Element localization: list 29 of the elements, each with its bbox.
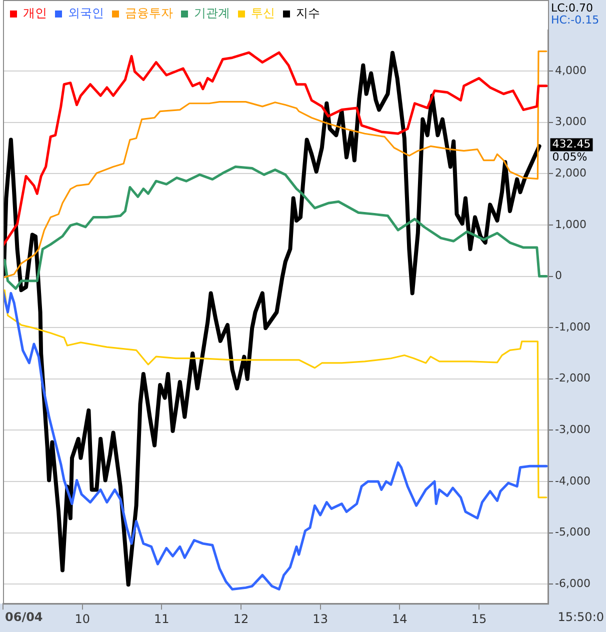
y-tick-label: -6,000 [555,576,590,590]
y-tick-label: -3,000 [555,423,590,436]
text: HC:-0.15 [551,13,600,26]
x-tick-label: 12 [233,612,249,626]
y-tick-label: 4,000 [555,64,586,77]
x-tick-label: 14 [392,612,408,626]
legend-label: 외국인 [68,6,104,20]
annotation: 432.45 [552,138,591,151]
legend-label: 지수 [296,6,320,20]
text: 06/04 [5,610,43,624]
y-tick-label: -4,000 [555,474,590,488]
legend-label: 개인 [23,6,47,20]
annotation: 0.05% [552,150,588,164]
x-tick-label: 13 [312,612,328,626]
legend-label: 기관계 [194,6,230,20]
x-axis-title: 15:50:0 [558,610,604,624]
x-tick-label: 15 [471,612,487,626]
y-tick-label: -5,000 [555,526,590,539]
y-tick-label: 1,000 [555,218,586,231]
y-tick-label: 0 [555,269,562,282]
y-tick-label: 2,000 [555,166,586,180]
legend-label: 금융투자 [125,6,173,20]
x-tick-label: 11 [154,612,170,626]
text: LC:0.70 [551,1,594,14]
y-tick-label: -1,000 [555,320,590,334]
y-tick-label: 3,000 [555,115,586,128]
x-tick-label: 10 [74,612,90,626]
y-tick-label: -2,000 [555,372,590,385]
legend-label: 투신 [251,6,275,20]
